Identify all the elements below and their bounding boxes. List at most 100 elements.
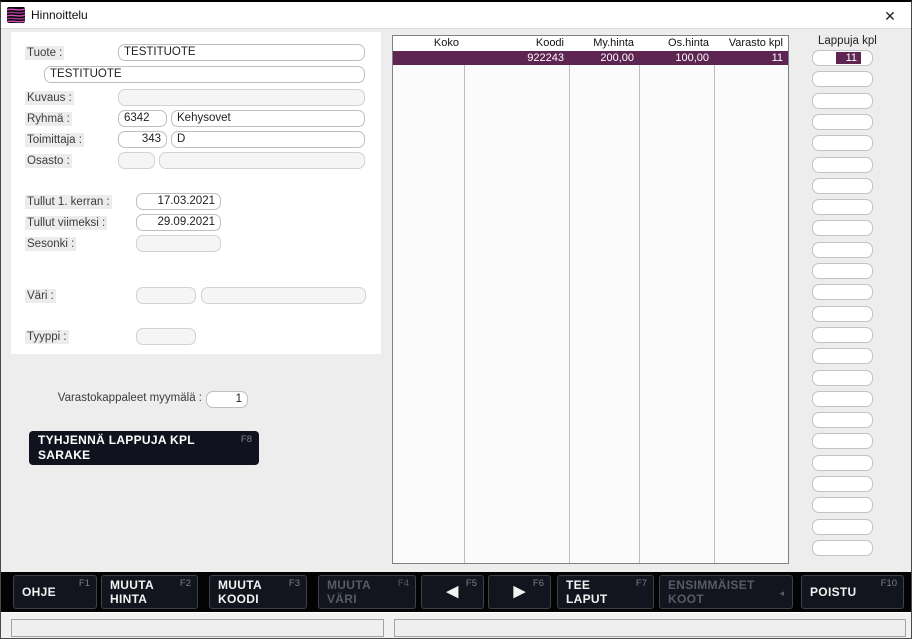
lappuja-box[interactable] bbox=[812, 220, 873, 237]
muuta-vari-button: MUUTA VÄRI F4 bbox=[318, 575, 416, 609]
vari-label: Väri : bbox=[25, 289, 56, 303]
previous-arrow-button[interactable]: ◀ F5 bbox=[421, 575, 484, 609]
varastokappaleet-label: Varastokappaleet myymälä : bbox=[57, 392, 202, 404]
col-header-myhinta: My.hinta bbox=[593, 37, 634, 49]
tyhjenna-lappuja-button[interactable]: TYHJENNÄ LAPPUJA KPL SARAKE F8 bbox=[29, 431, 259, 465]
vari-name-input bbox=[201, 287, 366, 304]
toimittaja-code-input[interactable]: 343 bbox=[118, 131, 167, 148]
vari-code-input bbox=[136, 287, 196, 304]
lappuja-box[interactable] bbox=[812, 71, 873, 88]
window-title: Hinnoittelu bbox=[31, 8, 88, 22]
cell-oshinta: 100,00 bbox=[675, 52, 709, 64]
lappuja-box[interactable] bbox=[812, 113, 873, 130]
varastokappaleet-input[interactable]: 1 bbox=[206, 391, 248, 408]
poistu-button[interactable]: POISTU F10 bbox=[801, 575, 904, 609]
lappuja-box[interactable] bbox=[812, 454, 873, 471]
status-panel-left bbox=[11, 619, 384, 637]
col-header-koodi: Koodi bbox=[535, 37, 564, 49]
col-header-oshinta: Os.hinta bbox=[668, 37, 709, 49]
tyhjenna-lappuja-label: TYHJENNÄ LAPPUJA KPL SARAKE bbox=[38, 433, 195, 462]
ensimmaiset-koot-button: ENSIMMÄISET KOOT ◂ bbox=[659, 575, 793, 609]
next-fkey: F6 bbox=[532, 578, 544, 589]
tee-laput-label: TEE LAPUT bbox=[566, 578, 608, 606]
tee-laput-fkey: F7 bbox=[635, 578, 647, 589]
tullut-ensimmainen-label: Tullut 1. kerran : bbox=[25, 195, 112, 209]
tuote-label: Tuote : bbox=[25, 46, 65, 60]
toimittaja-name-input[interactable]: D bbox=[171, 131, 365, 148]
lappuja-box[interactable] bbox=[812, 433, 873, 450]
lappuja-box[interactable] bbox=[812, 412, 873, 429]
status-panel-right bbox=[394, 619, 906, 637]
cell-koodi: 922243 bbox=[527, 52, 564, 64]
tee-laput-button[interactable]: TEE LAPUT F7 bbox=[557, 575, 654, 609]
muuta-vari-fkey: F4 bbox=[397, 578, 409, 589]
lappuja-box[interactable] bbox=[812, 156, 873, 173]
lappuja-box[interactable] bbox=[812, 177, 873, 194]
close-icon[interactable]: ✕ bbox=[884, 8, 896, 24]
lappuja-kpl-label: Lappuja kpl bbox=[818, 35, 877, 47]
lappuja-box[interactable] bbox=[812, 390, 873, 407]
toimittaja-label: Toimittaja : bbox=[25, 133, 84, 147]
muuta-hinta-button[interactable]: MUUTA HINTA F2 bbox=[101, 575, 198, 609]
lappuja-box[interactable] bbox=[812, 263, 873, 279]
lappuja-box[interactable] bbox=[812, 241, 873, 258]
lappuja-box[interactable] bbox=[812, 305, 873, 322]
col-header-koko: Koko bbox=[433, 37, 459, 49]
tyhjenna-fkey-label: F8 bbox=[240, 434, 252, 445]
ohje-fkey: F1 bbox=[78, 578, 90, 589]
column-divider bbox=[464, 36, 465, 563]
tuote-input[interactable]: TESTITUOTE bbox=[118, 44, 365, 61]
column-divider bbox=[569, 36, 570, 563]
lappuja-box[interactable] bbox=[812, 284, 873, 301]
lappuja-box[interactable] bbox=[812, 199, 873, 216]
muuta-hinta-fkey: F2 bbox=[179, 578, 191, 589]
ryhma-code-input[interactable]: 6342 bbox=[118, 110, 167, 127]
lappuja-box[interactable] bbox=[812, 369, 873, 386]
app-logo-icon bbox=[7, 7, 25, 23]
lappuja-box-active[interactable]: 11 bbox=[812, 50, 873, 66]
tullut-viimeksi-input[interactable]: 29.09.2021 bbox=[136, 214, 221, 231]
osasto-code-input bbox=[118, 152, 155, 169]
next-arrow-button[interactable]: ▶ F6 bbox=[488, 575, 551, 609]
column-divider bbox=[639, 36, 640, 563]
sesonki-label: Sesonki : bbox=[25, 237, 77, 251]
ohje-button-label: OHJE bbox=[22, 585, 56, 599]
ryhma-label: Ryhmä : bbox=[25, 112, 72, 126]
sesonki-input bbox=[136, 235, 221, 252]
col-header-varasto: Varasto kpl bbox=[728, 37, 783, 49]
kuvaus-input bbox=[118, 89, 365, 106]
lappuja-box[interactable] bbox=[812, 348, 873, 365]
osasto-label: Osasto : bbox=[25, 154, 72, 168]
ryhma-name-input[interactable]: Kehysovet bbox=[171, 110, 365, 127]
column-divider bbox=[714, 36, 715, 563]
lappuja-box[interactable] bbox=[812, 92, 873, 109]
right-arrow-icon: ▶ bbox=[513, 583, 526, 600]
osasto-name-input bbox=[159, 152, 365, 169]
tullut-ensimmainen-input[interactable]: 17.03.2021 bbox=[136, 193, 221, 210]
sizes-table[interactable]: Koko Koodi My.hinta Os.hinta Varasto kpl… bbox=[392, 35, 789, 564]
ensimmaiset-koot-label: ENSIMMÄISET KOOT bbox=[668, 578, 755, 606]
lappuja-box[interactable] bbox=[812, 135, 873, 152]
lappuja-box[interactable] bbox=[812, 497, 873, 514]
function-key-toolbar: OHJE F1 MUUTA HINTA F2 MUUTA KOODI F3 MU… bbox=[1, 572, 911, 612]
title-bar: Hinnoittelu ✕ bbox=[1, 2, 911, 29]
muuta-vari-label: MUUTA VÄRI bbox=[327, 578, 371, 606]
lappuja-box[interactable] bbox=[812, 539, 873, 556]
tullut-viimeksi-label: Tullut viimeksi : bbox=[25, 216, 108, 230]
ohje-button[interactable]: OHJE F1 bbox=[13, 575, 97, 609]
previous-fkey: F5 bbox=[465, 578, 477, 589]
table-row-selected[interactable]: 922243 200,00 100,00 11 bbox=[393, 51, 788, 65]
table-header-row: Koko Koodi My.hinta Os.hinta Varasto kpl bbox=[393, 36, 788, 51]
muuta-koodi-button[interactable]: MUUTA KOODI F3 bbox=[209, 575, 307, 609]
tuote-secondary-input[interactable]: TESTITUOTE bbox=[44, 66, 365, 83]
lappuja-selected-value: 11 bbox=[835, 52, 861, 64]
poistu-label: POISTU bbox=[810, 585, 857, 599]
lappuja-box[interactable] bbox=[812, 476, 873, 492]
poistu-fkey: F10 bbox=[880, 578, 897, 589]
muuta-hinta-label: MUUTA HINTA bbox=[110, 578, 154, 606]
lappuja-box[interactable] bbox=[812, 326, 873, 343]
cell-myhinta: 200,00 bbox=[600, 52, 634, 64]
lappuja-box[interactable] bbox=[812, 518, 873, 535]
muuta-koodi-label: MUUTA KOODI bbox=[218, 578, 262, 606]
